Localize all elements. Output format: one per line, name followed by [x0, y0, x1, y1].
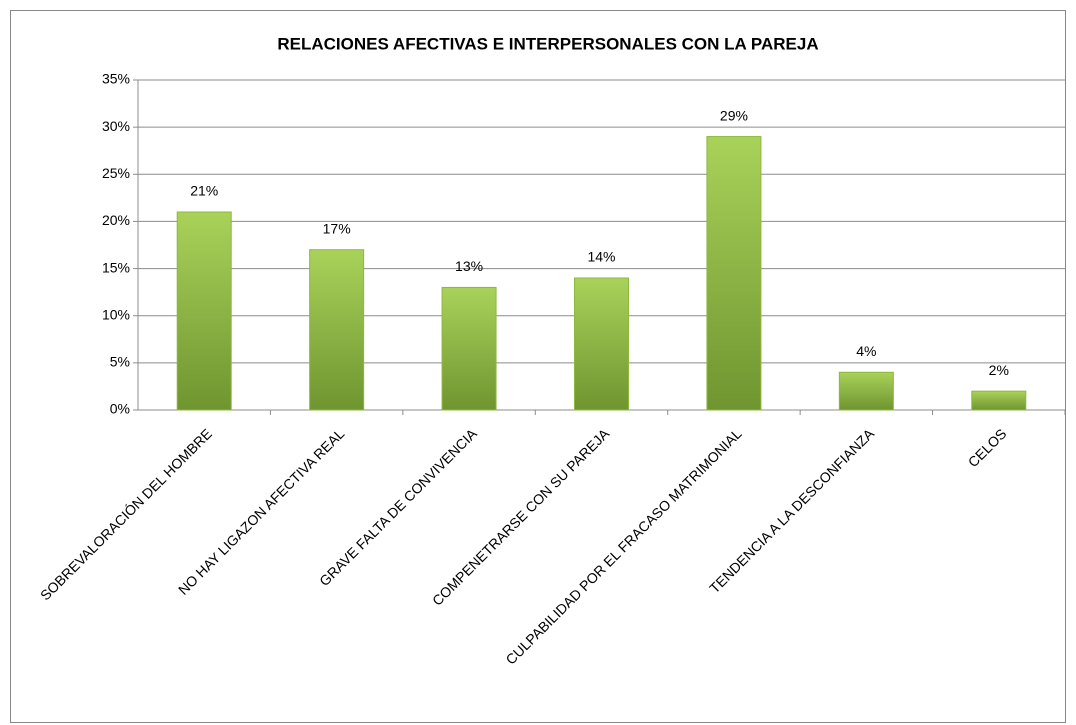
y-tick-label: 10%	[102, 306, 130, 322]
y-tick-label: 0%	[110, 401, 130, 417]
data-label: 29%	[720, 107, 748, 123]
data-label: 4%	[856, 343, 876, 359]
chart-title: RELACIONES AFECTIVAS E INTERPERSONALES C…	[277, 34, 818, 53]
bar	[971, 390, 1027, 411]
bar	[309, 249, 365, 411]
bar	[176, 211, 232, 411]
data-label: 2%	[989, 362, 1009, 378]
y-tick-label: 35%	[102, 71, 130, 87]
chart-frame	[10, 10, 1066, 723]
bar	[706, 136, 762, 411]
bar	[441, 286, 497, 411]
bar	[838, 371, 894, 411]
y-tick-label: 25%	[102, 165, 130, 181]
y-tick-label: 5%	[110, 354, 130, 370]
data-label: 13%	[455, 258, 483, 274]
data-label: 17%	[323, 220, 351, 236]
data-label: 21%	[190, 183, 218, 199]
data-label: 14%	[587, 249, 615, 265]
y-tick-label: 30%	[102, 118, 130, 134]
bar	[574, 277, 629, 411]
y-tick-label: 15%	[102, 259, 130, 275]
y-tick-label: 20%	[102, 212, 130, 228]
